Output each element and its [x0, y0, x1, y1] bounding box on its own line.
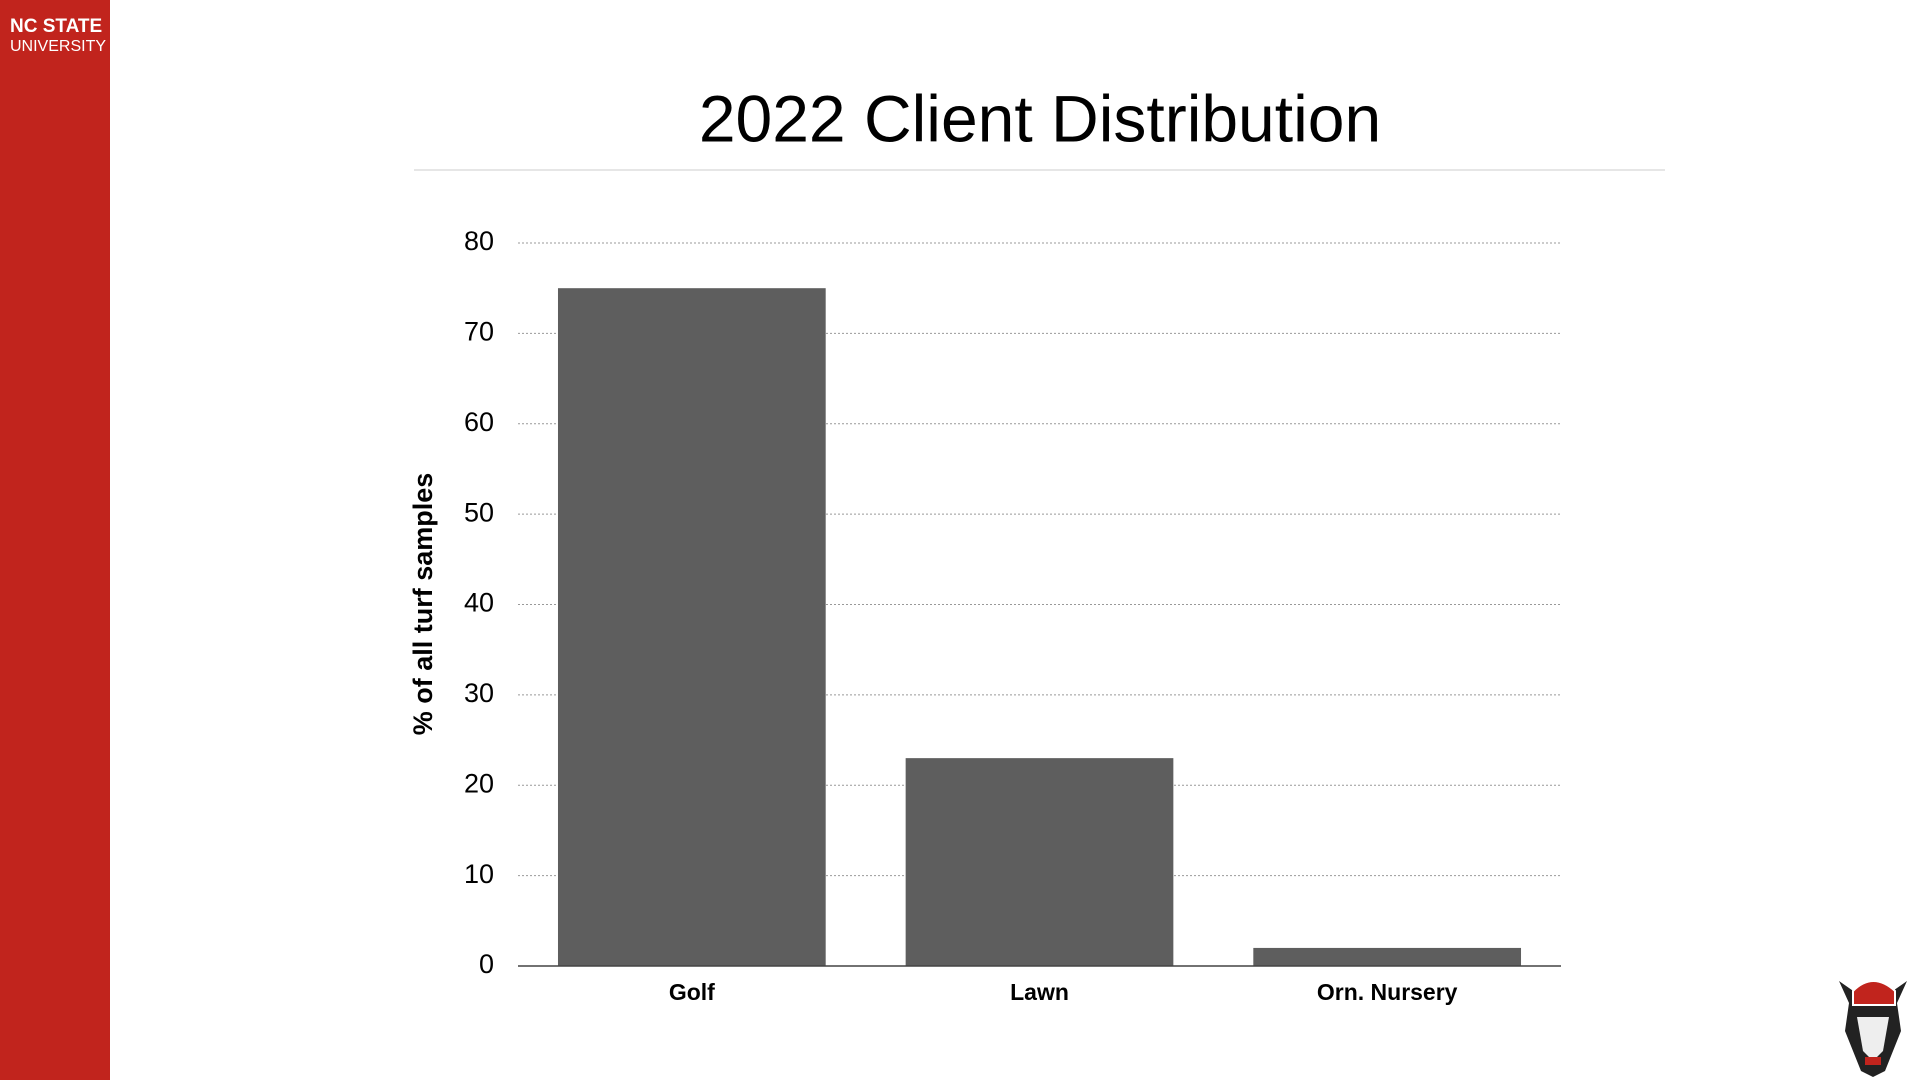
y-tick-label: 40: [464, 588, 494, 618]
chart-title: 2022 Client Distribution: [699, 81, 1381, 155]
y-tick-label: 50: [464, 497, 494, 527]
x-tick-label: Lawn: [1010, 979, 1069, 1005]
bar: [557, 288, 826, 966]
y-axis-label: % of all turf samples: [408, 473, 438, 736]
brand-bar: [0, 0, 110, 1080]
y-tick-label: 20: [464, 768, 494, 798]
mascot-logo: [1839, 980, 1907, 1077]
y-tick-label: 60: [464, 407, 494, 437]
brand-subname: UNIVERSITY: [10, 38, 106, 55]
bar: [905, 758, 1174, 966]
x-tick-label: Orn. Nursery: [1317, 979, 1458, 1005]
brand-name: NC STATE: [10, 16, 102, 37]
y-tick-label: 80: [464, 226, 494, 256]
y-tick-label: 30: [464, 678, 494, 708]
y-tick-label: 70: [464, 317, 494, 347]
y-tick-label: 10: [464, 859, 494, 889]
y-tick-label: 0: [479, 949, 494, 979]
x-tick-label: Golf: [669, 979, 715, 1005]
bar: [1253, 947, 1522, 966]
